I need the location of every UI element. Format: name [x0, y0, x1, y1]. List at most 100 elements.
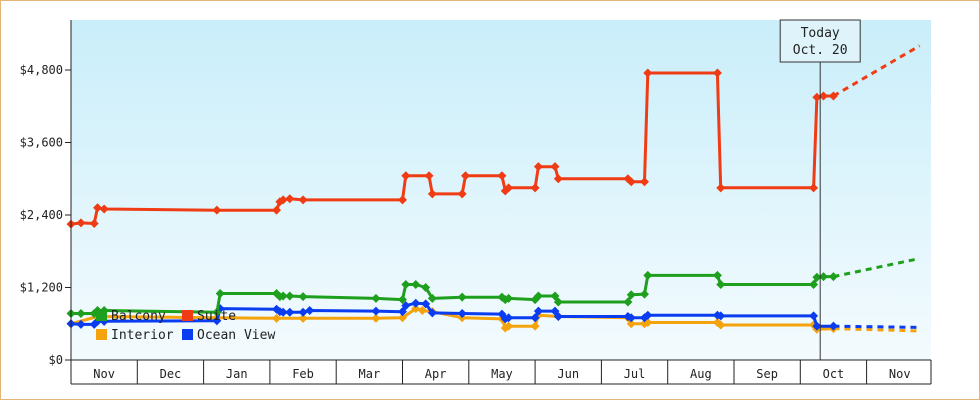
data-point — [828, 321, 838, 331]
data-point — [809, 311, 819, 321]
data-point — [530, 183, 540, 193]
data-point — [639, 289, 649, 299]
data-point — [427, 189, 437, 199]
data-point — [401, 301, 411, 311]
y-tick-label: $4,800 — [20, 63, 63, 77]
data-point — [828, 91, 838, 101]
data-point — [371, 306, 381, 316]
data-point — [424, 171, 434, 181]
data-point — [809, 279, 819, 289]
data-point — [716, 311, 726, 321]
today-marker: Today Oct. 20 — [779, 19, 861, 360]
x-tick-label: Mar — [359, 367, 381, 381]
data-point — [401, 279, 411, 289]
data-point — [643, 68, 653, 78]
data-point — [421, 283, 431, 292]
x-tick-label: Sep — [756, 367, 778, 381]
data-point — [504, 293, 514, 303]
data-point — [530, 313, 540, 323]
x-tick-label: Aug — [690, 367, 712, 381]
data-point — [712, 270, 722, 280]
legend-label: Ocean View — [197, 328, 275, 343]
series-forecast — [832, 44, 921, 98]
x-tick-label: Nov — [889, 367, 911, 381]
data-point — [626, 313, 636, 323]
data-point — [819, 91, 829, 101]
data-point — [398, 307, 407, 317]
data-point — [76, 218, 86, 228]
data-point — [272, 205, 282, 215]
data-point — [457, 308, 467, 318]
data-point — [278, 291, 288, 301]
series-forecast — [833, 257, 920, 279]
plot-area — [71, 20, 931, 360]
data-point — [212, 316, 222, 326]
data-point — [716, 320, 726, 330]
data-point — [626, 319, 636, 329]
legend: Balcony Suite Interior Ocean View — [96, 309, 275, 343]
data-point — [553, 312, 563, 321]
data-point — [298, 195, 308, 205]
legend-swatch — [96, 329, 107, 340]
data-point — [411, 304, 421, 314]
data-point — [716, 279, 726, 289]
today-box — [779, 19, 861, 63]
x-tick-label: May — [491, 367, 513, 381]
data-point — [639, 177, 649, 187]
data-point — [93, 203, 103, 213]
x-tick-label: Jul — [624, 367, 646, 381]
data-point — [812, 321, 822, 331]
x-tick-label: Jan — [226, 367, 248, 381]
data-point — [712, 68, 722, 78]
data-point — [812, 272, 822, 282]
data-point — [76, 319, 86, 329]
data-point — [643, 310, 653, 320]
data-point — [421, 299, 431, 309]
data-point — [76, 308, 86, 318]
legend-label: Interior — [111, 328, 174, 343]
y-tick-label: $2,400 — [20, 208, 63, 222]
data-point — [401, 171, 411, 181]
series-forecast — [833, 324, 920, 329]
legend-label: Suite — [197, 309, 236, 324]
x-tick-label: Dec — [160, 367, 182, 381]
y-tick-label: $1,200 — [20, 281, 63, 295]
data-point — [626, 177, 636, 187]
data-point — [305, 305, 315, 315]
data-point — [298, 313, 308, 323]
data-point — [643, 270, 653, 280]
data-point — [298, 292, 308, 302]
data-point — [417, 305, 427, 315]
data-point — [812, 92, 822, 102]
y-tick-label: $3,600 — [20, 136, 63, 150]
data-point — [533, 162, 543, 172]
x-tick-label: Nov — [93, 367, 115, 381]
data-point — [272, 313, 282, 323]
data-point — [278, 307, 288, 317]
series-line — [70, 71, 834, 226]
data-point — [427, 293, 437, 303]
data-point — [215, 289, 225, 299]
data-point — [550, 291, 560, 301]
data-point — [626, 290, 636, 300]
legend-swatch — [182, 329, 193, 340]
data-point — [716, 183, 726, 193]
series-forecast — [833, 327, 920, 333]
data-point — [89, 218, 99, 228]
data-point — [212, 307, 222, 317]
series-suite — [66, 44, 921, 229]
data-point — [285, 307, 295, 317]
today-date: Oct. 20 — [793, 43, 848, 58]
today-label: Today — [801, 26, 840, 41]
x-tick-label: Oct — [823, 367, 845, 381]
data-point — [427, 308, 437, 318]
data-point — [504, 313, 514, 323]
data-point — [278, 195, 288, 205]
data-point — [99, 204, 109, 214]
data-point — [553, 174, 563, 184]
data-point — [398, 195, 407, 205]
x-tick-label: Feb — [292, 367, 314, 381]
data-point — [212, 205, 222, 215]
data-point — [828, 272, 838, 282]
